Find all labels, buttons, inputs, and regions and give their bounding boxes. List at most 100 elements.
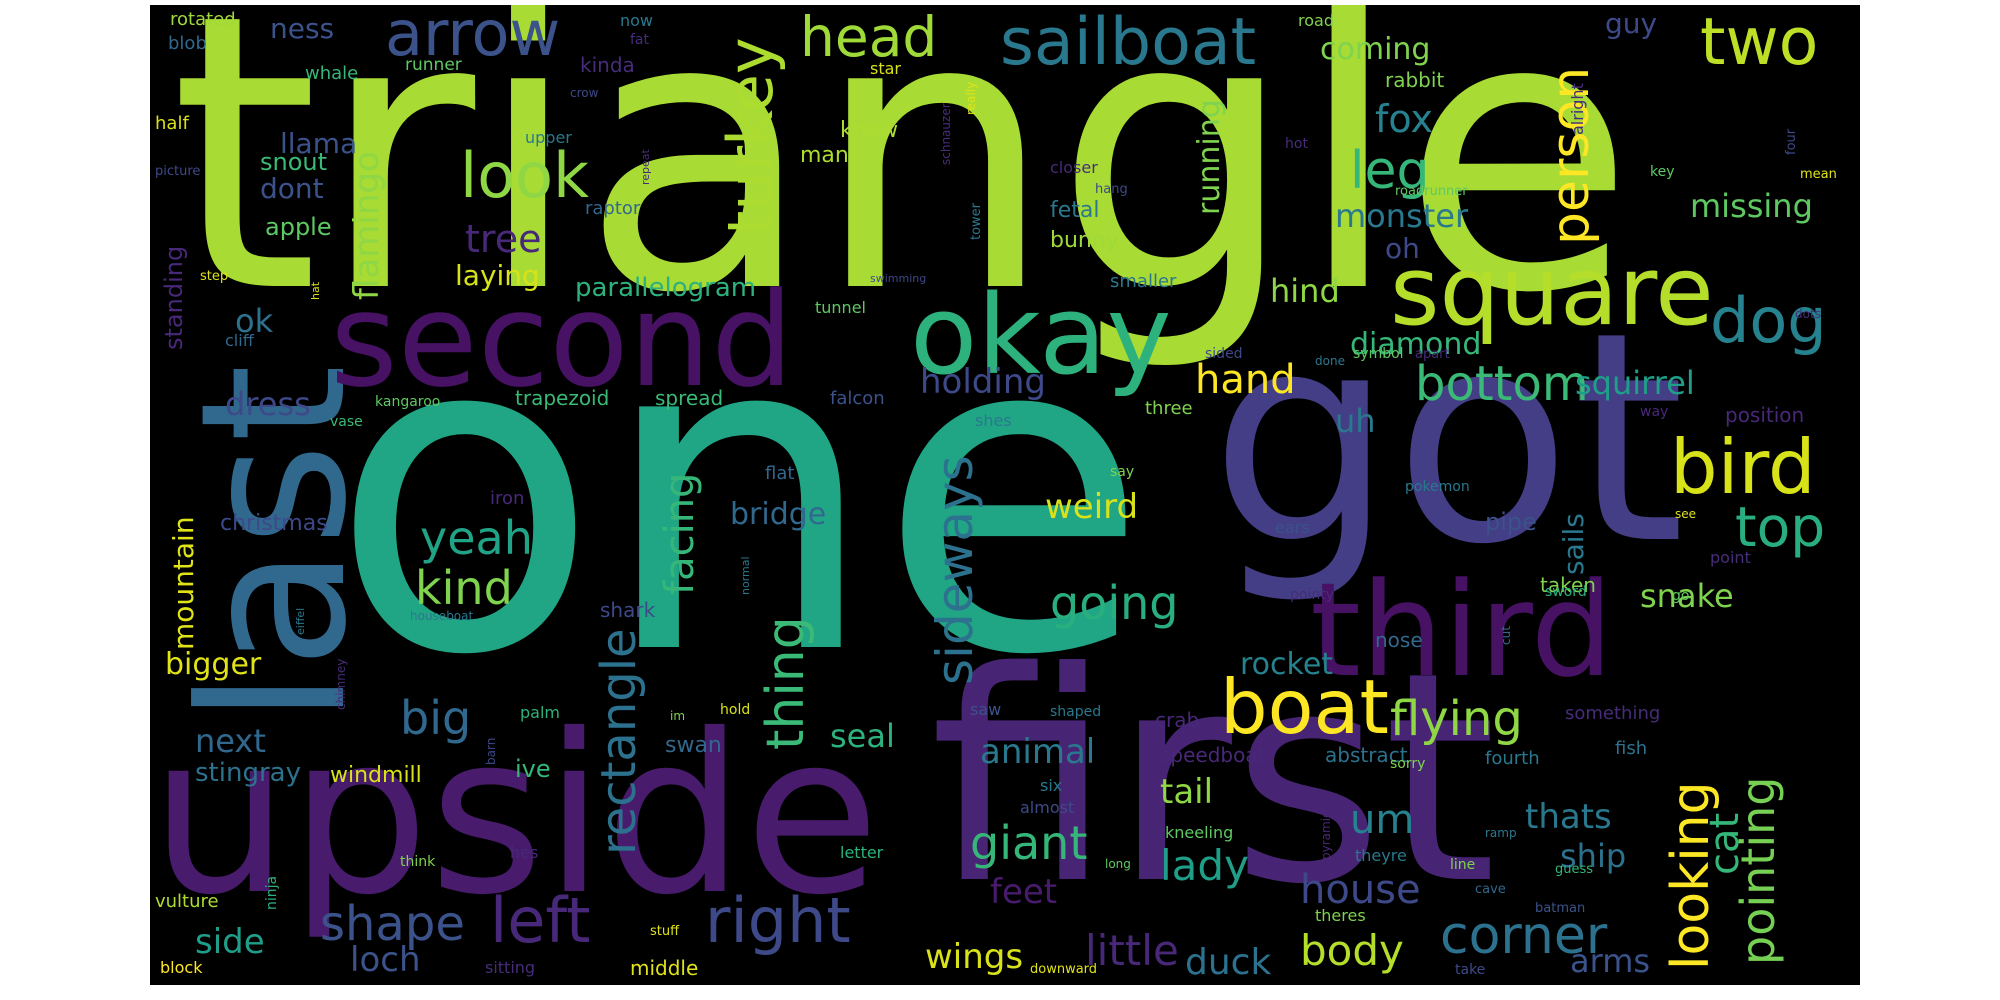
word-see: see [1675, 507, 1697, 521]
word-loch: loch [350, 940, 421, 980]
word-guy: guy [1605, 7, 1658, 40]
word-okay: okay [910, 271, 1172, 399]
word-bunny: bunny [1050, 228, 1119, 253]
word-first: first [930, 611, 1497, 948]
word-fourth: fourth [1485, 748, 1540, 769]
word-letter: letter [840, 843, 884, 862]
word-mean: mean [1800, 167, 1837, 182]
word-chimney: chimney [334, 658, 348, 710]
word-taken: taken [1540, 573, 1596, 597]
word-squirrel: squirrel [1575, 364, 1695, 402]
word-sails: sails [1557, 513, 1590, 575]
word-block: block [160, 958, 203, 977]
word-next: next [195, 722, 266, 760]
word-four: four [1784, 128, 1799, 155]
word-flat: flat [765, 463, 795, 484]
word-fox: fox [1375, 97, 1433, 141]
word-sword: sword [1545, 584, 1587, 600]
word-symbol: symbol [1353, 346, 1404, 362]
word-cave: cave [1475, 882, 1506, 897]
word-second: second [330, 264, 794, 416]
word-side: side [195, 922, 265, 962]
word-boat: boat [1220, 663, 1389, 751]
word-downward: downward [1030, 962, 1098, 977]
word-star: star [870, 59, 901, 78]
word-whale: whale [305, 63, 359, 84]
word-sorry: sorry [1390, 756, 1426, 772]
word-cloud: triangle one got first upside last secon… [150, 5, 1860, 985]
word-ive: ive [515, 755, 551, 783]
word-kneeling: kneeling [1165, 823, 1234, 842]
word-picture: picture [155, 164, 201, 179]
word-flamingo: flamingo [347, 151, 387, 300]
word-man: man [800, 143, 849, 168]
word-square: square [1390, 237, 1714, 347]
word-shark: shark [600, 598, 656, 622]
word-wings: wings [925, 937, 1024, 977]
word-swan: swan [665, 733, 722, 758]
word-done: done [1315, 354, 1345, 368]
word-schnauzer: schnauzer [939, 103, 953, 165]
word-little: little [1085, 926, 1179, 975]
word-tree: tree [465, 217, 542, 261]
word-upside: upside [150, 687, 880, 943]
word-christmas: christmas [220, 511, 328, 536]
word-say: say [1110, 464, 1135, 480]
word-hand: hand [1195, 357, 1296, 403]
word-rectangle: rectangle [591, 628, 647, 855]
word-animal: animal [980, 732, 1096, 772]
word-seal: seal [830, 717, 895, 755]
word-eiffel: eiffel [294, 607, 307, 635]
word-tunnel: tunnel [815, 298, 866, 317]
word-triangle: triangle [170, 5, 1636, 376]
word-top: top [1735, 495, 1826, 559]
word-uh: uh [1335, 402, 1376, 440]
word-closer: closer [1050, 158, 1098, 177]
word-duck: duck [1185, 942, 1272, 983]
word-dog: dog [1710, 284, 1827, 357]
word-hot: hot [1285, 136, 1308, 152]
word-theres: theres [1315, 906, 1366, 925]
word-ship: ship [1560, 837, 1627, 875]
word-third: third [1310, 554, 1614, 706]
word-arms: arms [1570, 942, 1651, 980]
word-monster: monster [1335, 197, 1469, 235]
word-cut: cut [1499, 626, 1513, 645]
word-hat: hat [309, 281, 322, 300]
word-saw: saw [970, 700, 1002, 719]
word-tower: tower [969, 202, 984, 240]
word-runner: runner [405, 55, 462, 75]
word-raptor: raptor [585, 198, 641, 219]
word-falcon: falcon [830, 388, 885, 409]
word-dots: dots [1795, 307, 1821, 321]
word-sitting: sitting [485, 958, 536, 977]
word-take: take [1455, 962, 1486, 978]
word-snout: snout [260, 148, 328, 176]
word-parallelogram: parallelogram [575, 273, 757, 303]
word-sideways: sideways [926, 455, 984, 685]
word-hang: hang [1095, 182, 1128, 197]
word-crow: crow [570, 86, 599, 100]
word-ninja: ninja [264, 875, 280, 910]
word-holding: holding [920, 362, 1046, 402]
word-shes: shes [975, 411, 1012, 430]
word-trapezoid: trapezoid [515, 386, 610, 410]
word-long: long [1105, 857, 1131, 871]
word-um: um [1350, 797, 1415, 843]
word-guess: guess [1555, 862, 1594, 877]
word-speedboat: speedboat [1160, 743, 1266, 767]
word-bridge: bridge [730, 497, 827, 532]
word-key: key [1650, 164, 1675, 180]
word-way: way [1640, 404, 1669, 420]
word-turkey: turkey [714, 37, 787, 235]
word-laying: laying [455, 259, 540, 292]
word-step: step [200, 269, 229, 284]
word-corner: corner [1440, 906, 1608, 966]
word-mountain: mountain [167, 516, 200, 650]
word-bigger: bigger [165, 647, 262, 682]
word-something: something [1565, 703, 1661, 724]
word-know: know [840, 118, 899, 143]
word-snake: snake [1640, 577, 1734, 615]
word-position: position [1725, 403, 1805, 427]
word-oh: oh [1385, 232, 1420, 265]
